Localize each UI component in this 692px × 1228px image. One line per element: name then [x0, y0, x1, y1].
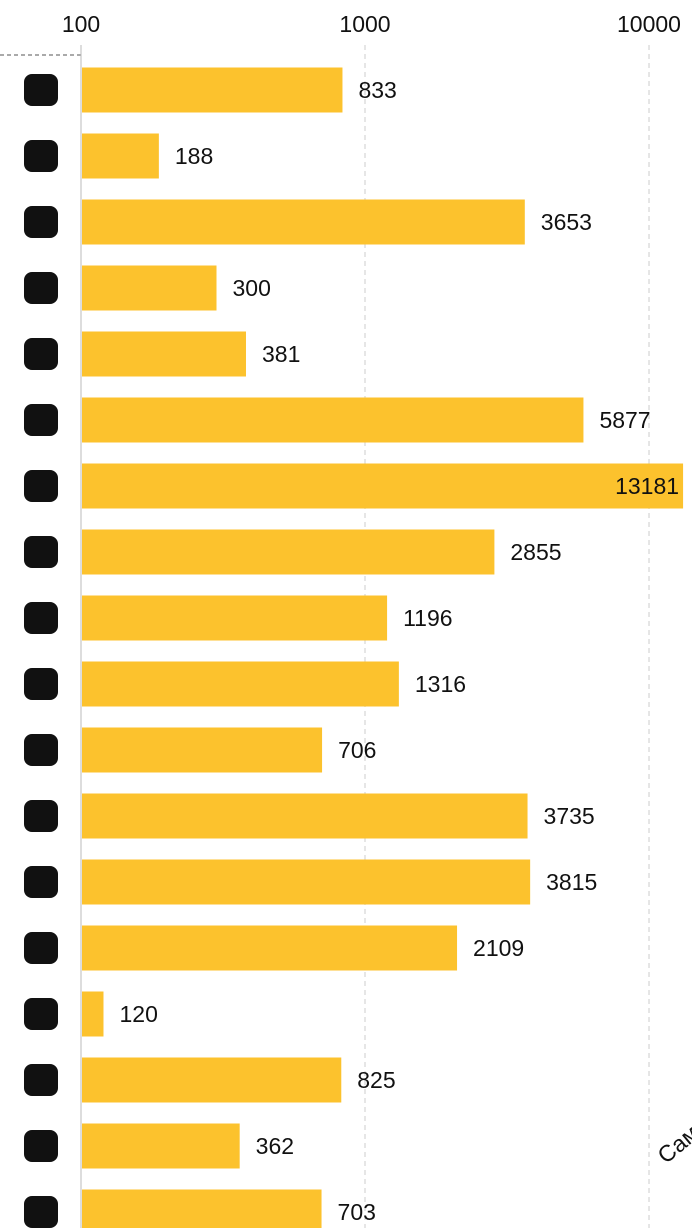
- value-label: 5877: [599, 407, 650, 433]
- value-label: 3735: [544, 803, 595, 829]
- bar: [82, 661, 399, 707]
- bar: [82, 67, 343, 113]
- category-icon: [24, 998, 58, 1030]
- bar: [82, 463, 684, 509]
- x-tick-label: 100: [62, 11, 100, 37]
- value-label: 3815: [546, 869, 597, 895]
- value-label: 300: [233, 275, 271, 301]
- value-label: 703: [338, 1199, 376, 1225]
- category-icon: [24, 74, 58, 106]
- category-icon: [24, 1064, 58, 1096]
- category-icon: [24, 932, 58, 964]
- bar: [82, 925, 458, 971]
- category-icon: [24, 602, 58, 634]
- category-icon: [24, 734, 58, 766]
- category-icon: [24, 536, 58, 568]
- bar: [82, 529, 495, 575]
- category-icon: [24, 140, 58, 172]
- category-icon: [24, 1130, 58, 1162]
- category-icon: [24, 1196, 58, 1228]
- value-label: 1196: [403, 605, 452, 631]
- bar: [82, 1189, 322, 1228]
- bar: [82, 991, 104, 1037]
- bar: [82, 397, 584, 443]
- value-label: 825: [357, 1067, 395, 1093]
- category-icon: [24, 206, 58, 238]
- bar: [82, 265, 217, 311]
- value-label: 381: [262, 341, 300, 367]
- annotation: Сам: [652, 1119, 692, 1168]
- category-icon: [24, 404, 58, 436]
- value-label: 362: [256, 1133, 294, 1159]
- x-tick-label: 1000: [339, 11, 390, 37]
- category-icon: [24, 800, 58, 832]
- bar: [82, 595, 388, 641]
- value-label: 120: [119, 1001, 157, 1027]
- category-icon: [24, 668, 58, 700]
- category-icon: [24, 470, 58, 502]
- x-tick-label: 10000: [617, 11, 681, 37]
- bar: [82, 859, 531, 905]
- value-label: 3653: [541, 209, 592, 235]
- value-label: 2109: [473, 935, 524, 961]
- value-label: 188: [175, 143, 213, 169]
- bar: [82, 1057, 342, 1103]
- value-label: 13181: [615, 473, 679, 499]
- value-label: 2855: [510, 539, 561, 565]
- bar: [82, 727, 323, 773]
- bar: [82, 793, 528, 839]
- category-icon: [24, 338, 58, 370]
- bar: [82, 331, 246, 377]
- bar: [82, 199, 525, 245]
- bar: [82, 1123, 240, 1169]
- category-icon: [24, 272, 58, 304]
- bar: [82, 133, 159, 179]
- value-label: 1316: [415, 671, 466, 697]
- category-icon: [24, 866, 58, 898]
- value-label: 833: [358, 77, 396, 103]
- value-label: 706: [338, 737, 376, 763]
